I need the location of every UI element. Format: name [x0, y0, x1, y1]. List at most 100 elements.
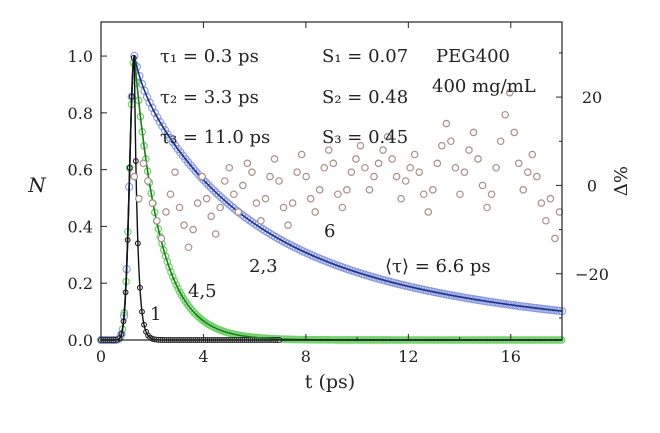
residual-point [220, 177, 229, 185]
residual-point [483, 203, 491, 212]
residual-point [478, 181, 487, 190]
residual-point [270, 155, 279, 163]
residual-point [257, 216, 265, 225]
residual-point [315, 186, 324, 194]
residual-point [261, 194, 270, 203]
residual-point [501, 110, 509, 119]
residual-point [551, 234, 559, 243]
residual-point [157, 234, 166, 243]
residual-point [397, 194, 405, 203]
blue-data-point [191, 167, 200, 176]
residual-point [542, 216, 550, 225]
residual-point [546, 194, 555, 203]
blue-data-point [158, 122, 167, 131]
residual-point [415, 168, 424, 176]
residual-point [189, 225, 197, 234]
residual-point [352, 155, 360, 163]
residual-point [234, 208, 243, 216]
blue-data-point [204, 181, 213, 190]
blue-data-point [155, 117, 165, 127]
blue-data-point [224, 200, 234, 209]
blue-data-point [214, 191, 223, 200]
residual-point [302, 172, 310, 181]
blue-data-point [153, 113, 162, 122]
y2-tick-label: −20 [575, 265, 609, 284]
residual-point [130, 172, 139, 181]
residual-point [410, 150, 419, 159]
fit-curve-3 [101, 55, 563, 341]
residual-point [442, 119, 451, 128]
residual-point [216, 203, 225, 212]
x-tick-label: 0 [96, 347, 106, 366]
green-data-point [170, 277, 179, 285]
annotation-tau2: τ₂ = 3.3 ps [160, 87, 259, 108]
residual-point [311, 208, 320, 216]
residual-point [297, 150, 306, 159]
residual-point [202, 194, 211, 203]
axes-frame [100, 21, 563, 341]
annotation-sample-line2: 400 mg/mL [432, 76, 536, 97]
blue-data-point [209, 186, 218, 195]
residual-point [374, 159, 383, 168]
residual-point [180, 221, 188, 229]
residual-point [293, 168, 301, 176]
residual-point [460, 168, 469, 176]
residual-point [153, 216, 161, 225]
residual-point [248, 168, 256, 176]
residual-point [284, 221, 292, 229]
y2-tick-label: 0 [587, 176, 597, 195]
y-tick-label: 0.6 [68, 161, 93, 180]
residual-point [306, 194, 315, 203]
y-tick-label: 1.0 [68, 47, 93, 66]
y-tick-label: 0.2 [68, 274, 93, 293]
residual-point [424, 208, 433, 216]
residual-point [144, 177, 152, 185]
x-tick-label: 12 [398, 347, 418, 366]
annotation-sample-line1: PEG400 [436, 46, 510, 67]
annotation-s3: S₃ = 0.45 [322, 127, 408, 148]
x-tick-label: 4 [198, 347, 208, 366]
residual-point [456, 190, 464, 199]
blue-data-point [150, 108, 159, 118]
green-data-point [168, 272, 177, 281]
residual-point [135, 194, 143, 203]
residual-point [492, 163, 500, 172]
blue-data-point [227, 202, 236, 211]
curve-label-2-3: 2,3 [249, 256, 278, 277]
residual-point [139, 159, 148, 168]
residual-point [225, 163, 234, 172]
blue-data-point [217, 193, 226, 202]
blue-data-point [219, 195, 229, 205]
residual-point [193, 199, 202, 207]
residual-point [406, 163, 414, 172]
residual-point [239, 181, 247, 190]
residual-point [487, 190, 496, 199]
blue-data-point [148, 103, 157, 113]
y-tick-label: 0.0 [68, 331, 93, 350]
residual-point [162, 208, 170, 216]
residual-point [198, 172, 206, 181]
blue-data-point [137, 79, 147, 89]
residual-point [275, 177, 283, 185]
residual-point [343, 186, 351, 194]
x-tick-label: 16 [501, 347, 521, 366]
residual-point [392, 172, 401, 181]
residual-point [465, 146, 473, 154]
residual-point [401, 177, 410, 185]
residual-point [438, 141, 446, 150]
y-tick-label: 0.4 [68, 217, 93, 236]
residual-point [474, 155, 482, 163]
residual-point [419, 190, 428, 199]
residual-point [533, 172, 541, 181]
residual-point [347, 168, 356, 176]
residual-point [148, 199, 157, 207]
annotation-mean-tau: ⟨τ⟩ = 6.6 ps [385, 256, 491, 277]
x-axis-title: t (ps) [305, 371, 355, 393]
residual-point [252, 199, 261, 207]
residual-point [229, 190, 238, 199]
residual-point [279, 203, 288, 212]
residual-point [510, 128, 519, 137]
curve-label-1: 1 [150, 304, 161, 325]
green-data-point [172, 281, 181, 289]
